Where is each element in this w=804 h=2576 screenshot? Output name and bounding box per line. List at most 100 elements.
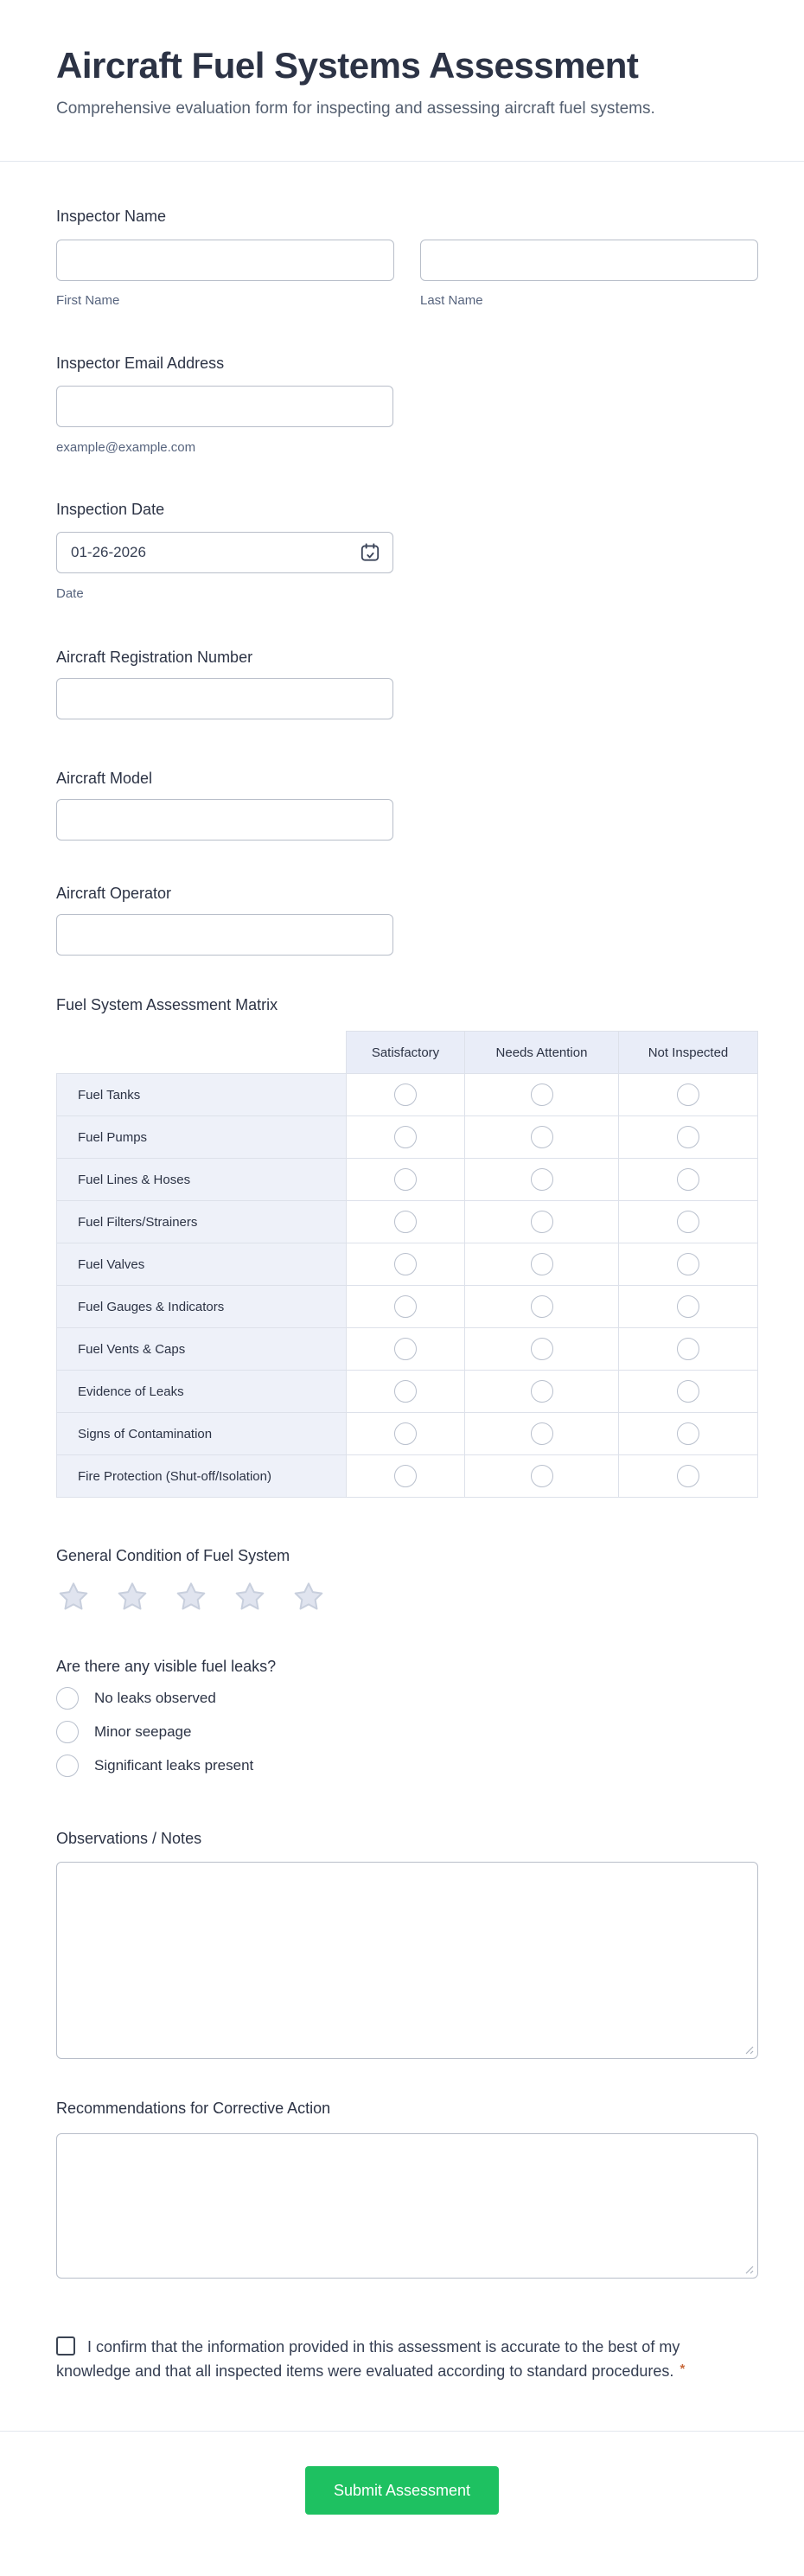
matrix-radio-cell[interactable]	[618, 1115, 758, 1159]
matrix-radio-cell[interactable]	[346, 1327, 465, 1371]
matrix-radio[interactable]	[677, 1126, 699, 1148]
matrix-row-label: Signs of Contamination	[56, 1412, 347, 1455]
matrix-radio[interactable]	[530, 1168, 553, 1191]
matrix-radio[interactable]	[394, 1422, 417, 1445]
matrix-radio-cell[interactable]	[618, 1243, 758, 1286]
inspector-email-input[interactable]	[56, 386, 393, 427]
matrix-radio-cell[interactable]	[464, 1454, 619, 1498]
aircraft-registration-input[interactable]	[56, 678, 393, 719]
matrix-radio-cell[interactable]	[346, 1200, 465, 1243]
matrix-radio-cell[interactable]	[346, 1370, 465, 1413]
matrix-radio-cell[interactable]	[618, 1200, 758, 1243]
date-input-wrap	[56, 532, 393, 573]
matrix-radio-cell[interactable]	[618, 1327, 758, 1371]
matrix-radio[interactable]	[677, 1211, 699, 1233]
matrix-row: Signs of Contamination	[56, 1412, 758, 1455]
matrix-row: Fuel Filters/Strainers	[56, 1200, 758, 1243]
star-icon[interactable]	[233, 1580, 267, 1619]
matrix-radio[interactable]	[394, 1083, 417, 1106]
leak-option[interactable]: No leaks observed	[56, 1687, 758, 1710]
matrix-radio-cell[interactable]	[346, 1412, 465, 1455]
star-icon[interactable]	[174, 1580, 208, 1619]
matrix-radio[interactable]	[530, 1338, 553, 1360]
matrix-row-label: Evidence of Leaks	[56, 1370, 347, 1413]
matrix-radio-cell[interactable]	[464, 1158, 619, 1201]
matrix-radio-cell[interactable]	[618, 1158, 758, 1201]
leak-option[interactable]: Significant leaks present	[56, 1755, 758, 1777]
first-name-sublabel: First Name	[56, 293, 120, 308]
matrix-radio[interactable]	[394, 1465, 417, 1487]
leak-options-list: No leaks observed Minor seepage Significan…	[56, 1687, 758, 1777]
matrix-radio-cell[interactable]	[464, 1285, 619, 1328]
matrix-radio-cell[interactable]	[464, 1370, 619, 1413]
observations-label: Observations / Notes	[56, 1830, 202, 1847]
matrix-radio[interactable]	[677, 1465, 699, 1487]
matrix-radio[interactable]	[677, 1422, 699, 1445]
leak-option-label: No leaks observed	[94, 1690, 216, 1706]
matrix-radio[interactable]	[530, 1295, 553, 1318]
star-icon[interactable]	[115, 1580, 150, 1619]
leak-option[interactable]: Minor seepage	[56, 1721, 758, 1743]
observations-textarea[interactable]	[56, 1862, 758, 2059]
matrix-radio-cell[interactable]	[464, 1243, 619, 1286]
field-general-condition: General Condition of Fuel System	[56, 1546, 758, 1619]
matrix-row-label: Fuel Valves	[56, 1243, 347, 1286]
submit-button[interactable]: Submit Assessment	[305, 2466, 499, 2515]
matrix-radio[interactable]	[394, 1295, 417, 1318]
matrix-row-label: Fuel Lines & Hoses	[56, 1158, 347, 1201]
leak-option-radio[interactable]	[56, 1721, 79, 1743]
matrix-radio-cell[interactable]	[618, 1285, 758, 1328]
star-icon[interactable]	[56, 1580, 91, 1619]
matrix-radio[interactable]	[394, 1338, 417, 1360]
matrix-radio[interactable]	[677, 1168, 699, 1191]
star-icon[interactable]	[291, 1580, 326, 1619]
matrix-radio-cell[interactable]	[346, 1115, 465, 1159]
form-subtitle: Comprehensive evaluation form for inspec…	[56, 99, 655, 118]
matrix-radio[interactable]	[677, 1083, 699, 1106]
matrix-radio[interactable]	[394, 1168, 417, 1191]
matrix-radio-cell[interactable]	[464, 1200, 619, 1243]
matrix-radio-cell[interactable]	[618, 1073, 758, 1116]
matrix-radio[interactable]	[677, 1253, 699, 1275]
matrix-radio[interactable]	[394, 1211, 417, 1233]
matrix-radio[interactable]	[530, 1253, 553, 1275]
matrix-radio-cell[interactable]	[346, 1243, 465, 1286]
aircraft-model-input[interactable]	[56, 799, 393, 841]
matrix-radio-cell[interactable]	[618, 1454, 758, 1498]
matrix-radio[interactable]	[394, 1253, 417, 1275]
leak-option-radio[interactable]	[56, 1755, 79, 1777]
first-name-input[interactable]	[56, 240, 394, 281]
last-name-input[interactable]	[420, 240, 758, 281]
matrix-radio-cell[interactable]	[464, 1115, 619, 1159]
last-name-sublabel: Last Name	[420, 293, 483, 308]
matrix-radio[interactable]	[530, 1422, 553, 1445]
matrix-radio-cell[interactable]	[618, 1370, 758, 1413]
matrix-radio[interactable]	[677, 1338, 699, 1360]
matrix-row: Fuel Valves	[56, 1243, 758, 1286]
inspection-date-input[interactable]	[56, 532, 393, 573]
matrix-radio-cell[interactable]	[464, 1073, 619, 1116]
leak-option-radio[interactable]	[56, 1687, 79, 1710]
recommendations-textarea[interactable]	[56, 2133, 758, 2279]
matrix-radio[interactable]	[530, 1380, 553, 1403]
calendar-check-icon[interactable]	[359, 541, 381, 564]
matrix-radio[interactable]	[677, 1295, 699, 1318]
matrix-radio[interactable]	[677, 1380, 699, 1403]
matrix-radio-cell[interactable]	[346, 1158, 465, 1201]
matrix-radio[interactable]	[530, 1465, 553, 1487]
matrix-radio-cell[interactable]	[464, 1327, 619, 1371]
matrix-radio-cell[interactable]	[464, 1412, 619, 1455]
matrix-radio-cell[interactable]	[618, 1412, 758, 1455]
matrix-radio-cell[interactable]	[346, 1454, 465, 1498]
matrix-radio[interactable]	[530, 1126, 553, 1148]
matrix-radio-cell[interactable]	[346, 1285, 465, 1328]
confirm-checkbox[interactable]	[56, 2336, 75, 2355]
field-inspector-email: Inspector Email Address example@example.…	[56, 354, 758, 456]
matrix-radio-cell[interactable]	[346, 1073, 465, 1116]
matrix-radio[interactable]	[394, 1380, 417, 1403]
aircraft-operator-input[interactable]	[56, 914, 393, 956]
matrix-column-header: Not Inspected	[618, 1031, 758, 1074]
matrix-radio[interactable]	[530, 1083, 553, 1106]
matrix-radio[interactable]	[394, 1126, 417, 1148]
matrix-radio[interactable]	[530, 1211, 553, 1233]
